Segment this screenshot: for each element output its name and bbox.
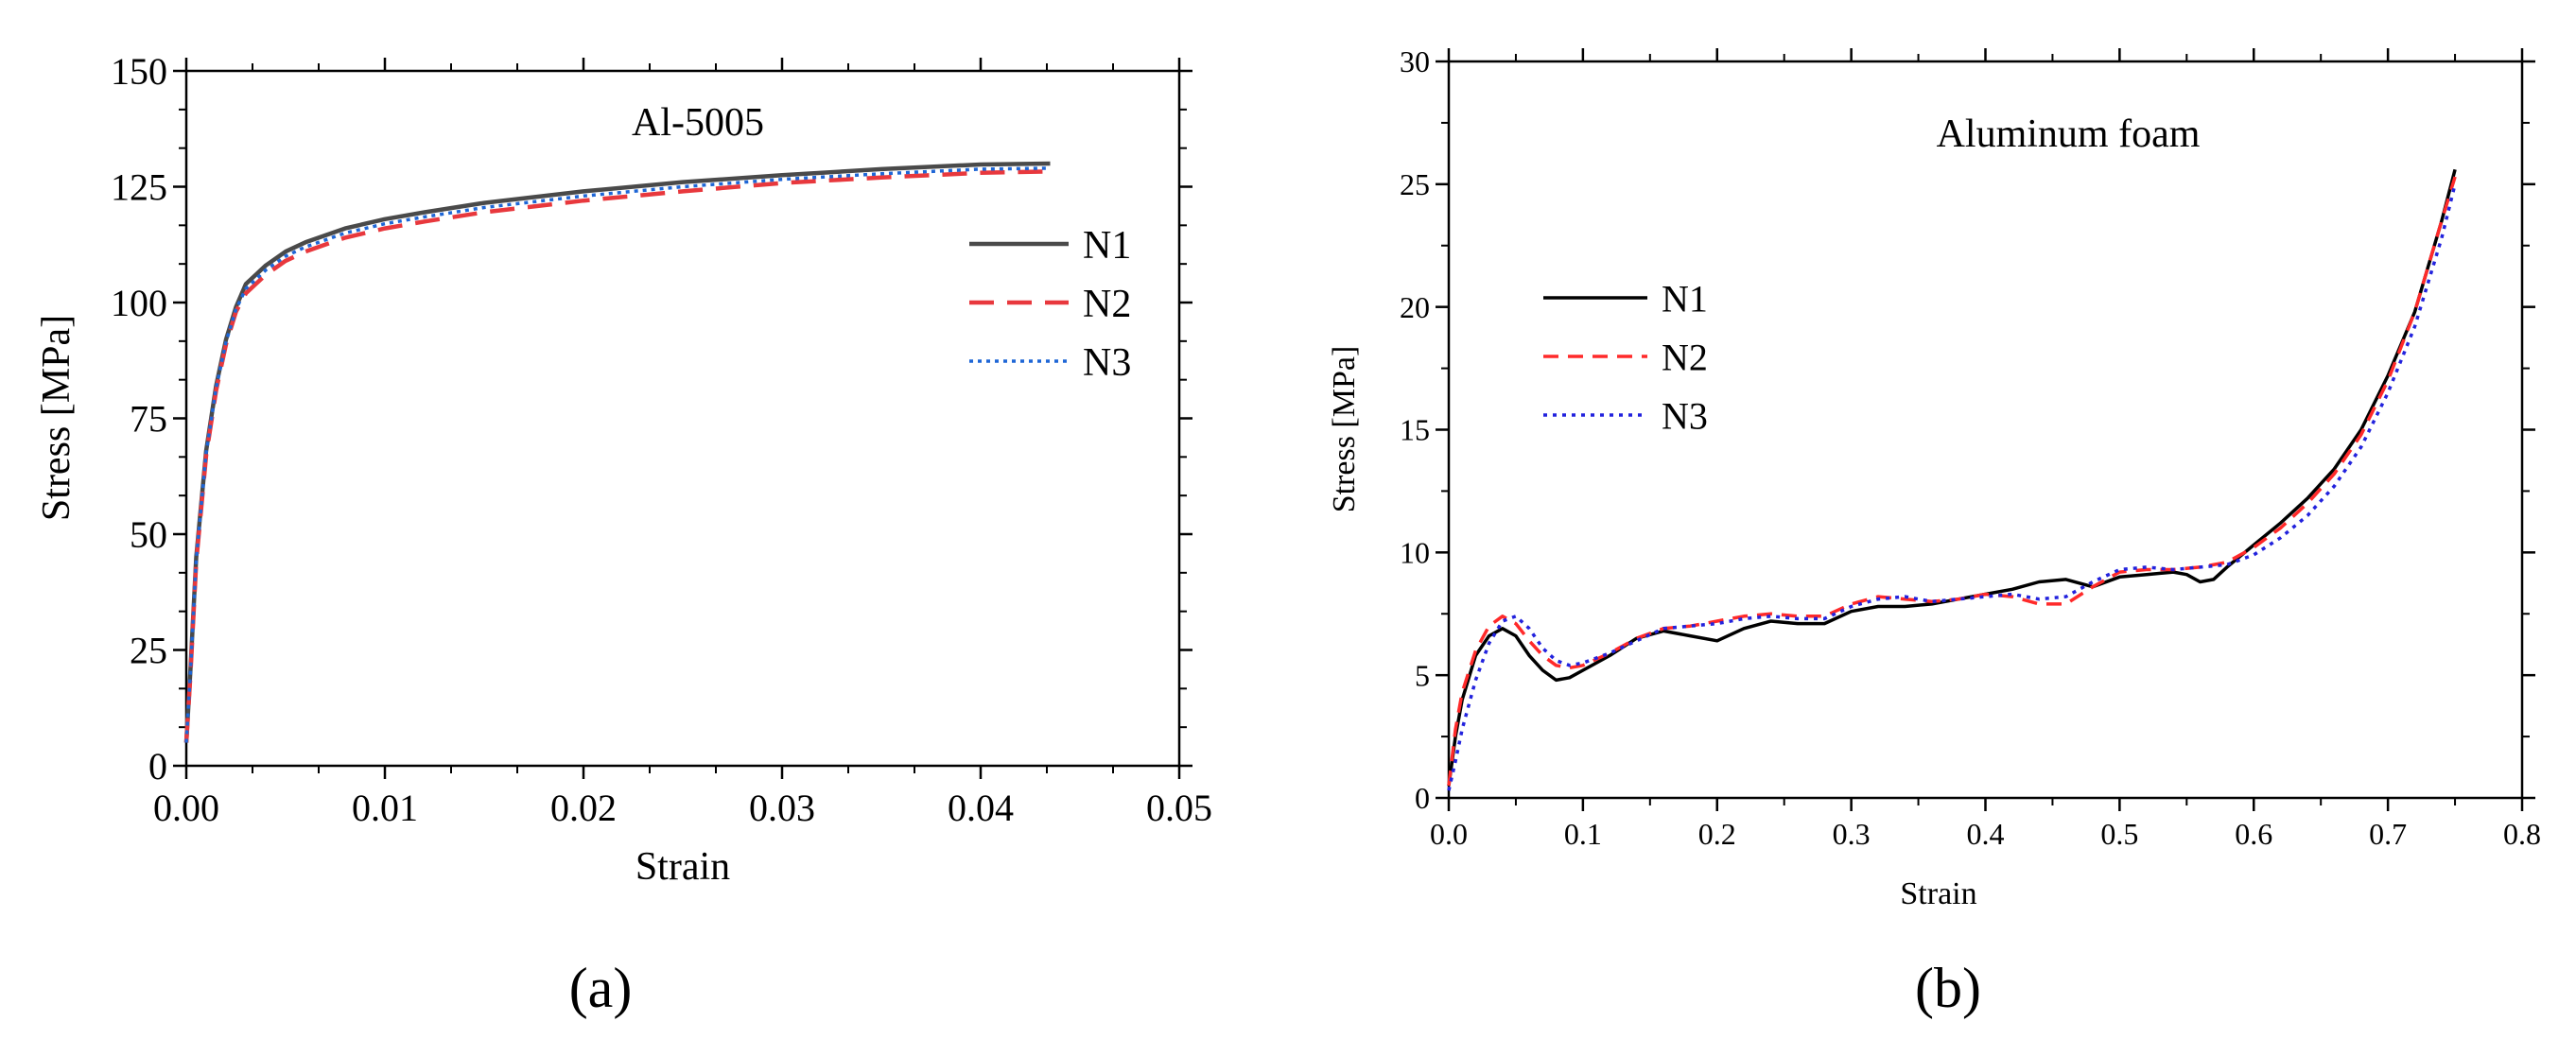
chart-a-legend-label-n2: N2 bbox=[1083, 283, 1131, 326]
chart-b-y-tick-label: 30 bbox=[1400, 44, 1430, 78]
chart-b-series-n2-line bbox=[1447, 176, 2457, 787]
chart-b: 0.0 0.1 0.2 0.3 0.4 0.5 0.6 0.7 0.8 0 5 10 15 20 25 30 S… bbox=[1327, 44, 2541, 911]
chart-b-x-tick-label: 0.1 bbox=[1564, 817, 1602, 851]
chart-a-y-tick-label: 100 bbox=[111, 282, 167, 324]
chart-a-x-tick-label: 0.03 bbox=[749, 787, 815, 829]
chart-a-legend-label-n1: N1 bbox=[1083, 224, 1131, 268]
chart-b-y-tick-label: 20 bbox=[1400, 290, 1430, 324]
chart-a-y-tick-label: 150 bbox=[111, 50, 167, 93]
chart-b-y-tick-label: 10 bbox=[1400, 536, 1430, 570]
chart-a-series-n1-line bbox=[183, 161, 1051, 743]
chart-b-x-tick-label: 0.7 bbox=[2369, 817, 2407, 851]
chart-b-series-n3-line bbox=[1447, 183, 2457, 791]
chart-a-x-tick-label: 0.01 bbox=[352, 787, 418, 829]
chart-b-x-axis-label: Strain bbox=[1900, 876, 1976, 911]
chart-b-legend-label-n3: N3 bbox=[1662, 394, 1708, 437]
chart-b-y-tick-label: 15 bbox=[1400, 413, 1430, 447]
chart-b-x-tick-label: 0.4 bbox=[1967, 817, 2005, 851]
chart-a-y-tick-label: 0 bbox=[148, 745, 167, 788]
chart-b-x-tick-label: 0.0 bbox=[1430, 817, 1468, 851]
chart-b-x-tick-label: 0.6 bbox=[2235, 817, 2272, 851]
chart-a-series-n3-line bbox=[184, 166, 1051, 743]
chart-a-series-n2-line bbox=[183, 169, 1051, 743]
chart-a-legend-label-n3: N3 bbox=[1083, 341, 1131, 385]
chart-a: 0.00 0.01 0.02 0.03 0.04 0.05 0 25 50 75 100 125 150… bbox=[35, 50, 1212, 889]
chart-b-title: Aluminum foam bbox=[1937, 113, 2201, 156]
chart-a-x-tick-label: 0.04 bbox=[948, 787, 1014, 829]
chart-a-x-tick-label: 0.00 bbox=[153, 787, 219, 829]
chart-a-y-axis-label: Stress [MPa] bbox=[35, 315, 78, 521]
chart-b-series-n1-line bbox=[1447, 168, 2457, 787]
chart-a-y-tick-label: 75 bbox=[130, 398, 167, 441]
chart-a-y-tick-label: 50 bbox=[130, 513, 167, 556]
panel-label-a: (a) bbox=[568, 957, 633, 1019]
chart-a-title: Al-5005 bbox=[632, 101, 764, 145]
chart-a-x-tick-label: 0.05 bbox=[1146, 787, 1212, 829]
panel-label-b: (b) bbox=[1915, 957, 1981, 1019]
chart-a-y-tick-label: 125 bbox=[111, 166, 167, 209]
panel-a: 0.00 0.01 0.02 0.03 0.04 0.05 0 25 50 75 100 125 150… bbox=[35, 50, 1212, 1019]
chart-b-legend-label-n2: N2 bbox=[1662, 336, 1708, 378]
chart-b-legend-label-n1: N1 bbox=[1662, 277, 1708, 320]
chart-b-y-tick-label: 0 bbox=[1415, 781, 1430, 815]
chart-b-y-tick-label: 25 bbox=[1400, 167, 1430, 201]
panel-b: 0.0 0.1 0.2 0.3 0.4 0.5 0.6 0.7 0.8 0 5 10 15 20 25 30 S… bbox=[1288, 0, 2576, 1039]
chart-a-x-axis-label: Strain bbox=[635, 845, 730, 889]
chart-a-plot-frame bbox=[184, 69, 1181, 768]
chart-b-x-tick-label: 0.8 bbox=[2503, 817, 2541, 851]
chart-b-x-tick-label: 0.2 bbox=[1698, 817, 1736, 851]
chart-a-y-tick-label: 25 bbox=[130, 630, 167, 672]
chart-a-x-tick-label: 0.02 bbox=[550, 787, 617, 829]
chart-b-y-tick-label: 5 bbox=[1415, 658, 1430, 692]
chart-b-x-tick-label: 0.3 bbox=[1833, 817, 1871, 851]
chart-b-y-axis-label: Stress [MPa] bbox=[1327, 346, 1362, 513]
chart-b-x-tick-label: 0.5 bbox=[2100, 817, 2138, 851]
